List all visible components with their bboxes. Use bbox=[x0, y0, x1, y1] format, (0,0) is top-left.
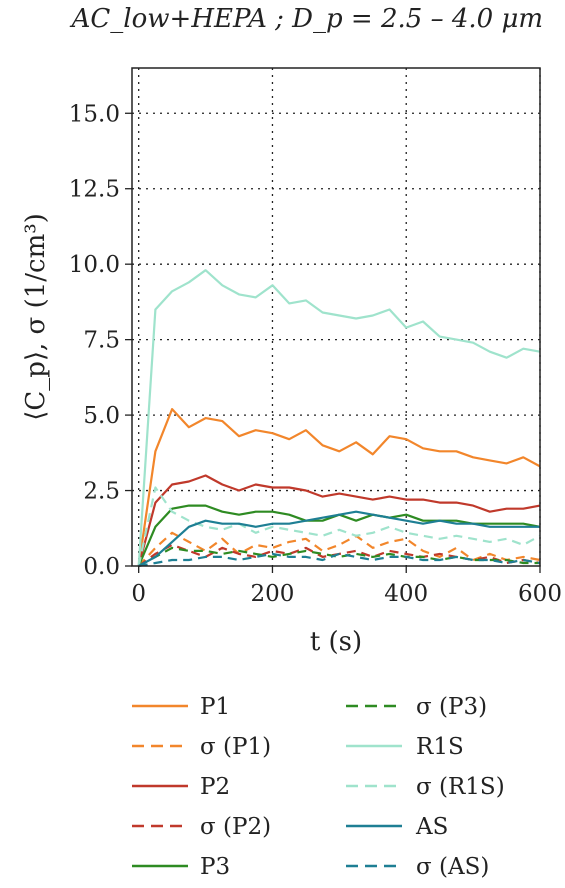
series-line-9 bbox=[138, 552, 541, 568]
x-tick-label-2: 400 bbox=[384, 581, 428, 607]
legend-label-8: AS bbox=[415, 814, 448, 840]
x-tick-label-1: 200 bbox=[251, 581, 295, 607]
series-lines bbox=[137, 269, 541, 568]
series-line-8 bbox=[138, 510, 540, 567]
legend: P1 σ (P1) P2 σ (P2) P3 σ (P3) R1S σ (R1S) AS σ (A… bbox=[132, 694, 505, 880]
legend-label-1: σ (P1) bbox=[200, 734, 271, 760]
legend-label-5: σ (P3) bbox=[416, 694, 487, 720]
axis-ticks: 0 200 400 600 0.0 2.5 5.0 7.5 10.0 12.5 15.0 bbox=[69, 101, 562, 607]
series-line-6 bbox=[137, 269, 541, 567]
plot-frame bbox=[131, 67, 541, 567]
y-tick-label-6: 15.0 bbox=[69, 101, 120, 127]
series-line-7 bbox=[137, 486, 541, 567]
legend-label-0: P1 bbox=[200, 694, 230, 720]
y-axis-label: ⟨C_p⟩, σ (1/cm³) bbox=[21, 213, 51, 421]
series-line-2 bbox=[137, 474, 541, 567]
chart-title: AC_low+HEPA ; D_p = 2.5 – 4.0 μm bbox=[71, 4, 543, 34]
series-line-0 bbox=[137, 408, 541, 567]
y-tick-label-1: 2.5 bbox=[83, 479, 120, 505]
y-tick-label-3: 7.5 bbox=[83, 328, 120, 354]
chart-title-wrap: AC_low+HEPA ; D_p = 2.5 – 4.0 μm bbox=[0, 4, 565, 34]
legend-label-4: P3 bbox=[200, 854, 230, 880]
y-tick-label-5: 12.5 bbox=[69, 177, 120, 203]
y-tick-label-0: 0.0 bbox=[83, 554, 120, 580]
legend-label-9: σ (AS) bbox=[416, 854, 489, 880]
legend-label-3: σ (P2) bbox=[200, 814, 271, 840]
legend-label-2: P2 bbox=[200, 774, 230, 800]
y-tick-label-4: 10.0 bbox=[69, 252, 120, 278]
legend-label-7: σ (R1S) bbox=[416, 774, 505, 800]
y-tick-label-2: 5.0 bbox=[83, 403, 120, 429]
x-tick-label-3: 600 bbox=[518, 581, 562, 607]
grid-lines bbox=[132, 68, 541, 566]
legend-label-6: R1S bbox=[416, 734, 464, 760]
x-axis-label: t (s) bbox=[310, 627, 362, 657]
x-tick-label-0: 0 bbox=[131, 581, 146, 607]
